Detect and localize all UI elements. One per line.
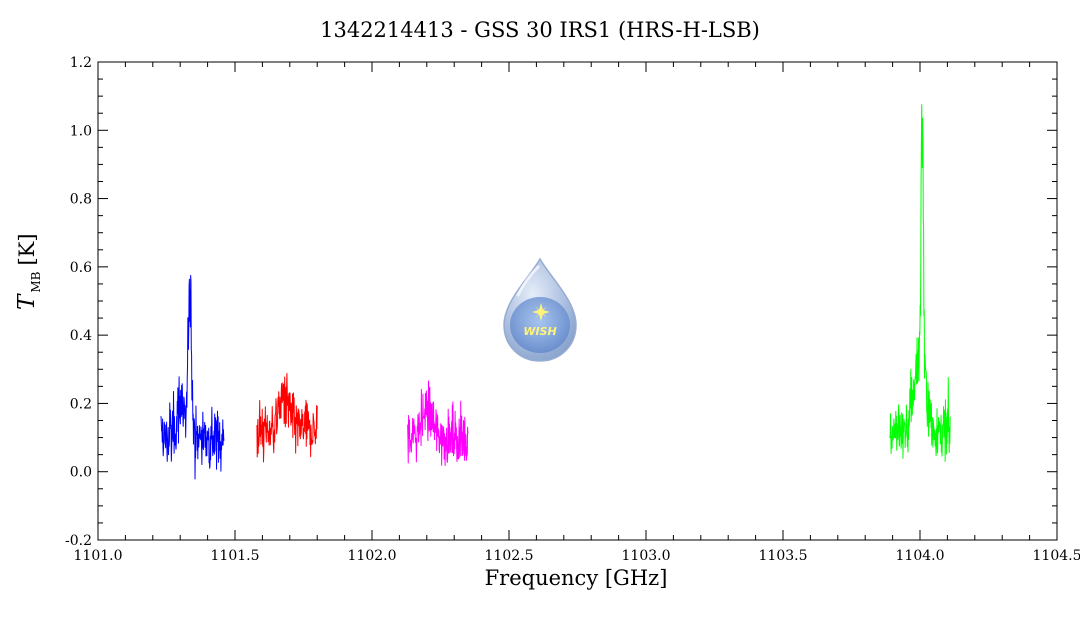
x-tick-label: 1103.0 bbox=[622, 548, 671, 564]
y-tick-label: 0.4 bbox=[70, 328, 92, 344]
y-tick-label: -0.2 bbox=[65, 533, 92, 549]
x-tick-label: 1104.0 bbox=[896, 548, 945, 564]
series-line-2 bbox=[256, 372, 318, 463]
y-tick-label: 1.0 bbox=[70, 123, 92, 139]
series-line-4 bbox=[889, 104, 951, 462]
y-tick-label: 0.0 bbox=[70, 465, 92, 481]
y-tick-label: 0.6 bbox=[70, 260, 92, 276]
x-tick-label: 1101.5 bbox=[211, 548, 260, 564]
series-line-1 bbox=[160, 275, 225, 480]
series-line-3 bbox=[407, 380, 469, 467]
y-axis-symbol: T bbox=[14, 294, 40, 310]
y-tick-label: 0.8 bbox=[70, 192, 92, 208]
chart-title: 1342214413 - GSS 30 IRS1 (HRS-H-LSB) bbox=[320, 18, 760, 42]
star-icon bbox=[532, 303, 550, 321]
x-tick-label: 1102.5 bbox=[485, 548, 534, 564]
y-tick-label: 0.2 bbox=[70, 396, 92, 412]
x-tick-label: 1101.0 bbox=[74, 548, 123, 564]
logo-text: WISH bbox=[523, 325, 556, 338]
y-tick-label: 1.2 bbox=[70, 55, 92, 71]
x-tick-label: 1102.0 bbox=[348, 548, 397, 564]
y-axis-subscript: MB bbox=[29, 271, 43, 293]
x-tick-label: 1103.5 bbox=[759, 548, 808, 564]
x-axis-label: Frequency [GHz] bbox=[484, 566, 668, 590]
x-tick-label: 1104.5 bbox=[1033, 548, 1080, 564]
y-axis-unit: [K] bbox=[15, 233, 39, 266]
y-axis-label: TMB [K] bbox=[14, 233, 43, 310]
wish-logo: WISH bbox=[503, 257, 577, 362]
